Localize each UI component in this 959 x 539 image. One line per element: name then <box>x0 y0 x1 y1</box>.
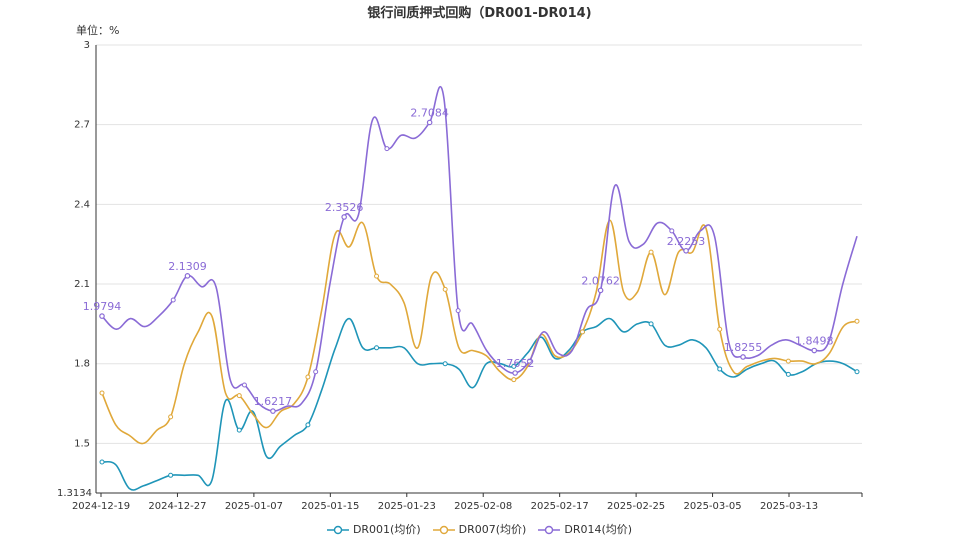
series-point <box>669 228 675 234</box>
x-tick-label: 2025-02-25 <box>607 501 665 512</box>
series-point <box>241 382 247 388</box>
chart-title: 银行间质押式回购（DR001-DR014) <box>367 6 592 21</box>
series-point <box>785 371 791 377</box>
series-point <box>236 393 242 399</box>
series-point <box>579 329 585 335</box>
series-point <box>442 286 448 292</box>
legend: DR001(均价) DR007(均价) DR014(均价) <box>0 521 959 537</box>
series-point <box>384 146 390 152</box>
series-point <box>785 358 791 364</box>
series-line-1 <box>101 219 858 445</box>
data-label: 2.1309 <box>168 260 207 273</box>
series-point <box>442 361 448 367</box>
data-label: 1.7652 <box>496 357 535 370</box>
y-min-label: 1.3134 <box>57 488 92 499</box>
series-point <box>236 427 242 433</box>
x-tick-label: 2025-01-15 <box>301 501 359 512</box>
series-point <box>170 297 176 303</box>
x-tick-label: 2025-03-05 <box>683 501 741 512</box>
series-line-0 <box>101 317 858 491</box>
series-point <box>854 318 860 324</box>
legend-label: DR007(均价) <box>458 523 527 536</box>
y-tick-label: 3 <box>84 40 90 51</box>
data-label: 2.0762 <box>581 274 620 287</box>
x-tick-label: 2025-03-13 <box>760 501 818 512</box>
series-point <box>99 459 105 465</box>
legend-label: DR001(均价) <box>352 523 421 536</box>
x-tick-label: 2025-01-23 <box>378 501 436 512</box>
legend-item-2[interactable]: DR014(均价) <box>538 521 632 537</box>
series-point <box>305 422 311 428</box>
data-label: 1.8498 <box>795 335 834 348</box>
series-point <box>374 345 380 351</box>
y-tick-label: 2.7 <box>74 120 90 131</box>
point-markers <box>99 119 860 478</box>
axes: 1.5 1.8 2.1 2.4 2.7 3 1.3134 2024-12-19 2024-12-… <box>57 40 863 512</box>
annotated-point <box>512 370 518 376</box>
annotated-point <box>270 408 276 414</box>
legend-marker <box>432 525 455 535</box>
x-tick-label: 2024-12-19 <box>72 501 130 512</box>
y-tick-label: 1.5 <box>74 438 90 449</box>
series-point <box>374 273 380 279</box>
y-tick-label: 2.4 <box>74 199 90 210</box>
x-tick-label: 2024-12-27 <box>148 501 206 512</box>
data-label: 1.6217 <box>254 395 293 408</box>
annotated-point <box>341 214 347 220</box>
series-lines <box>101 86 858 491</box>
data-label: 1.9794 <box>83 300 122 313</box>
x-tick-label: 2025-02-17 <box>531 501 589 512</box>
series-point <box>455 308 461 314</box>
x-tick-label: 2025-02-08 <box>454 501 512 512</box>
annotated-point <box>426 119 433 126</box>
series-point <box>313 369 319 375</box>
series-point <box>648 249 654 255</box>
grid-lines <box>96 44 862 444</box>
series-point <box>511 377 517 383</box>
legend-item-1[interactable]: DR007(均价) <box>432 521 527 537</box>
data-labels: 1.9794 2.1309 1.6217 2.3526 2.7084 1.7652 2.07… <box>83 106 834 408</box>
data-label: 2.3526 <box>325 201 364 214</box>
annotated-point <box>811 347 818 354</box>
annotated-point <box>683 247 689 254</box>
legend-item-0[interactable]: DR001(均价) <box>326 521 421 537</box>
legend-marker <box>538 525 561 535</box>
series-line-2 <box>101 86 858 412</box>
data-label: 1.8255 <box>724 341 763 354</box>
annotated-point <box>740 354 746 360</box>
series-point <box>305 374 311 380</box>
series-point <box>511 363 517 369</box>
y-tick-label: 2.1 <box>74 279 90 290</box>
series-point <box>717 326 723 332</box>
data-label: 2.2253 <box>667 235 706 248</box>
series-point <box>854 369 860 375</box>
series-point <box>99 390 105 396</box>
legend-label: DR014(均价) <box>564 523 633 536</box>
y-unit-label: 单位：% <box>76 24 120 37</box>
x-tick-label: 2025-01-07 <box>225 501 283 512</box>
series-point <box>526 358 532 364</box>
annotated-point <box>597 287 604 294</box>
data-label: 2.7084 <box>410 106 449 119</box>
annotated-point <box>99 313 105 319</box>
annotated-point <box>184 273 191 279</box>
series-point <box>168 414 174 420</box>
legend-marker <box>326 525 349 535</box>
series-point <box>717 366 723 372</box>
series-point <box>168 472 174 478</box>
series-point <box>648 321 654 327</box>
y-tick-label: 1.8 <box>74 359 90 370</box>
